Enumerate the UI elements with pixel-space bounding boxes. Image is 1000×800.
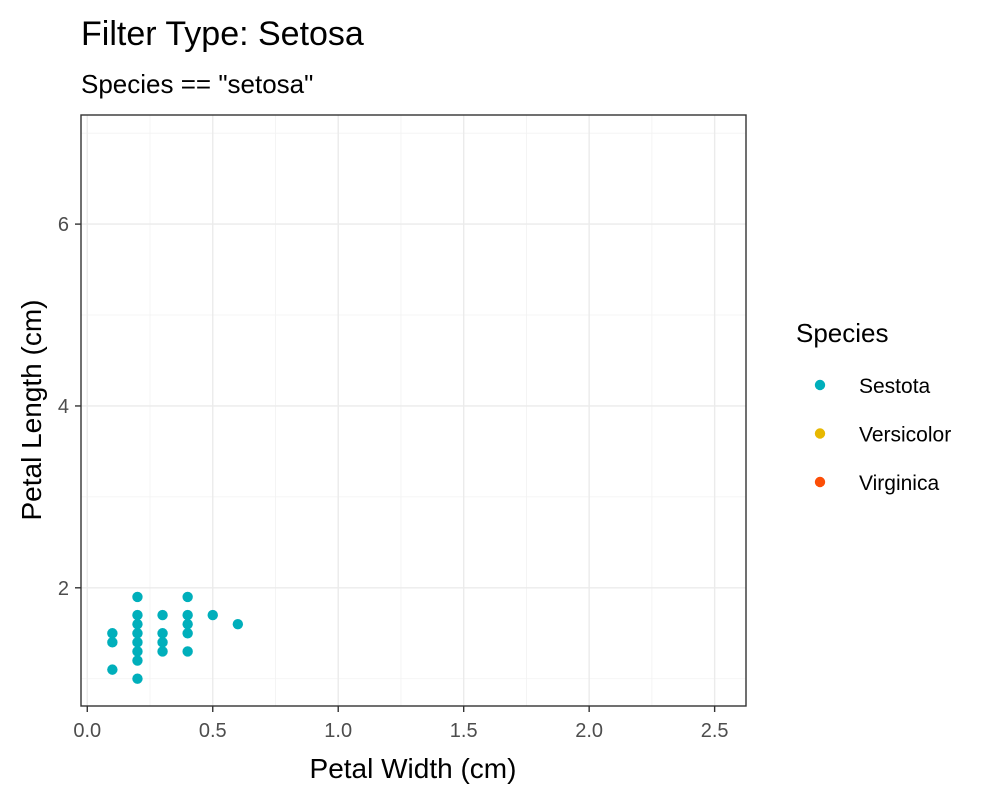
data-point — [182, 628, 193, 639]
legend-label: Virginica — [859, 472, 939, 495]
legend-label: Sestota — [859, 375, 931, 398]
data-point — [207, 609, 218, 621]
data-points — [107, 591, 244, 684]
chart-title: Filter Type: Setosa — [81, 15, 364, 53]
data-point — [182, 591, 193, 603]
data-point — [182, 618, 193, 630]
x-tick-label: 0.0 — [73, 720, 101, 742]
data-point — [132, 618, 143, 630]
x-axis: 0.0 0.5 1.0 1.5 2.0 2.5 — [73, 706, 729, 742]
legend: Species Sestota Versicolor Virginica — [796, 318, 951, 495]
data-point — [107, 664, 118, 675]
y-axis-title: Petal Length (cm) — [16, 300, 47, 521]
data-point — [157, 637, 168, 648]
data-point — [157, 609, 168, 621]
data-point — [132, 609, 143, 621]
legend-key — [814, 428, 826, 439]
plot-background — [81, 115, 746, 706]
data-point — [132, 673, 143, 684]
x-tick-label: 1.5 — [450, 720, 478, 742]
x-tick-label: 2.5 — [701, 720, 729, 742]
chart-subtitle: Species == "setosa" — [81, 69, 313, 99]
x-tick-label: 1.0 — [324, 720, 352, 742]
y-axis: 2 4 6 — [58, 214, 81, 600]
data-point — [132, 591, 143, 603]
data-point — [157, 646, 168, 657]
data-point — [182, 646, 193, 657]
y-tick-label: 2 — [58, 578, 69, 600]
plot-area — [80, 114, 747, 707]
data-point — [232, 618, 244, 630]
x-tick-label: 0.5 — [199, 720, 227, 742]
legend-key — [814, 476, 826, 488]
x-axis-title: Petal Width (cm) — [310, 753, 517, 784]
y-tick-label: 4 — [58, 396, 69, 418]
data-point — [132, 646, 143, 657]
legend-key — [814, 379, 826, 391]
data-point — [107, 628, 118, 639]
data-point — [182, 609, 193, 621]
data-point — [107, 637, 118, 648]
data-point — [132, 628, 143, 639]
data-point — [157, 628, 168, 639]
data-point — [132, 655, 143, 666]
plot-border — [80, 114, 747, 707]
legend-label: Versicolor — [859, 424, 951, 447]
y-tick-label: 6 — [58, 214, 69, 236]
data-point — [132, 637, 143, 648]
x-tick-label: 2.0 — [575, 720, 603, 742]
legend-entries: Sestota Versicolor Virginica — [814, 375, 951, 495]
legend-title: Species — [796, 318, 889, 348]
minor-gridlines — [81, 115, 746, 706]
major-gridlines — [81, 115, 746, 706]
